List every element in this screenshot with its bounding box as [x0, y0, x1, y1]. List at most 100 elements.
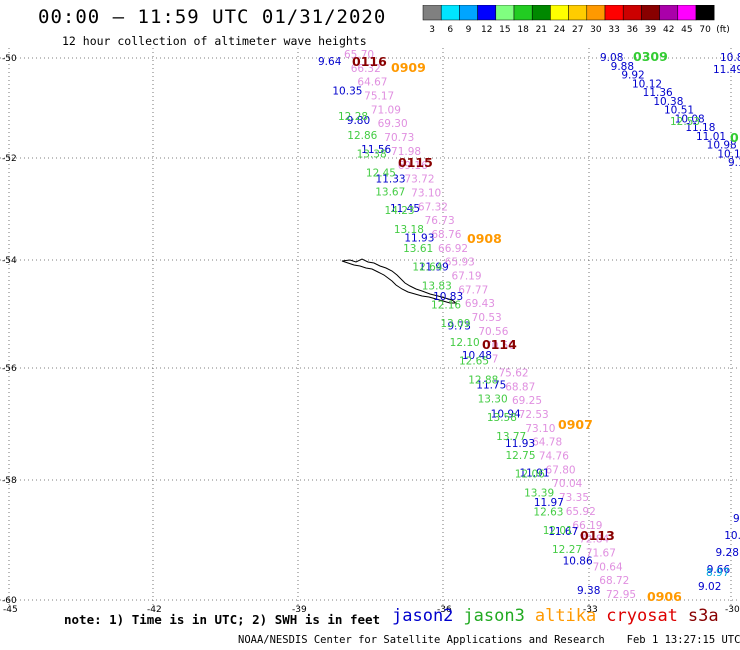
- legend-tick-label: 36: [627, 25, 639, 35]
- swh-value-jason2: 11.36: [643, 87, 673, 99]
- swh-value-altika: 66.92: [438, 243, 468, 255]
- pass-number: 0309: [633, 49, 668, 64]
- swh-value-jason3: 13.83: [422, 280, 452, 292]
- swh-value-altika: 65.92: [566, 506, 596, 518]
- pass-number: 0116: [352, 54, 387, 69]
- swh-value-jason2: 11.91: [519, 467, 549, 479]
- swh-value-jason3: 12.27: [552, 544, 582, 556]
- swh-value-altika: 71.98: [391, 146, 421, 158]
- swh-value-altika: 76.73: [425, 215, 455, 227]
- swh-value-jason2: 10.8: [720, 52, 740, 64]
- latitude-label: -58: [2, 476, 17, 486]
- swh-value-altika: 75.62: [499, 367, 529, 379]
- swh-value-jason2: 9.80: [347, 115, 370, 127]
- swh-value-altika: 69.25: [512, 395, 542, 407]
- swh-value-jason3: 12.45: [366, 167, 396, 179]
- swh-value-altika: 71.09: [371, 104, 401, 116]
- swh-value-jason2: 11.93: [505, 438, 535, 450]
- legend-tick-label: 9: [466, 25, 472, 35]
- swh-value-jason2: 10.4: [724, 530, 740, 542]
- swh-value-jason2: 10.83: [433, 291, 463, 303]
- legend-tick-label: 27: [572, 25, 583, 35]
- satellite-name-jason2: jason2: [392, 606, 454, 626]
- pass-number: 0908: [467, 231, 502, 246]
- swh-value-altika: 73.72: [404, 174, 434, 186]
- swh-value-altika: 67.77: [458, 284, 488, 296]
- swh-value-jason3: 12.16: [431, 299, 461, 311]
- pass-number: 0906: [647, 589, 682, 604]
- swh-value-jason3: 14.23: [385, 205, 415, 217]
- map-title: 00:00 – 11:59 UTC 01/31/2020: [38, 6, 387, 28]
- satellite-name-altika: altika: [534, 606, 597, 626]
- swh-value-jason3: 12.28: [338, 111, 368, 123]
- swh-value-altika: 70.64: [593, 561, 623, 573]
- swh-value-altika: 69.43: [465, 298, 495, 310]
- swh-value-altika: 7: [492, 354, 499, 366]
- swh-value-jason2: 9.73: [448, 321, 471, 333]
- swh-value-jason2: 9.92: [621, 70, 644, 82]
- swh-value-jason2: 9.1: [728, 157, 740, 169]
- swh-value-jason3: 12.63: [533, 506, 563, 518]
- swh-value-jason2: 9: [733, 513, 740, 525]
- longitude-label: -39: [292, 605, 307, 615]
- swh-value-jason2: 10.51: [664, 105, 694, 117]
- swh-value-jason3: 12.06: [515, 469, 545, 481]
- swh-value-jason2: 11.93: [404, 232, 434, 244]
- satellite-name-s3a: s3a: [687, 606, 719, 626]
- swh-value-jason2: 10.12: [632, 78, 662, 90]
- swh-value-jason2: 10.98: [707, 140, 737, 152]
- swh-value-altika: 66.19: [572, 520, 602, 532]
- latitude-label: -60: [2, 596, 17, 606]
- map-subtitle: 12 hour collection of altimeter wave hei…: [62, 34, 367, 48]
- swh-value-jason2: 11.75: [476, 379, 506, 391]
- pass-number: 0114: [482, 337, 517, 352]
- legend-tick-label: 39: [645, 25, 657, 35]
- swh-value-altika: 73.10: [525, 423, 555, 435]
- swh-value-jason3: 13.38: [357, 149, 387, 161]
- swh-value-jason2: 9.64: [318, 56, 342, 68]
- latitude-label: -56: [2, 364, 17, 374]
- swh-value-jason3: 13.61: [403, 243, 433, 255]
- legend-tick-label: 33: [608, 25, 619, 35]
- swh-value-jason2: 10.48: [462, 350, 492, 362]
- swh-value-jason2: 11.33: [376, 174, 406, 186]
- longitude-label: -42: [147, 605, 162, 615]
- longitude-label: -33: [583, 605, 598, 615]
- legend-tick-label: 3: [429, 25, 435, 35]
- swh-value-jason3: 12.10: [450, 337, 480, 349]
- swh-value-altika: 70.04: [552, 478, 582, 490]
- swh-value-altika: 65.93: [445, 257, 475, 269]
- legend-tick-label: 70: [699, 25, 711, 35]
- swh-value-jason3: 12.65: [459, 356, 489, 368]
- legend-tick-label: 45: [681, 25, 692, 35]
- swh-value-jason2: 9.08: [600, 52, 623, 64]
- swh-value-jason2: 11.49: [713, 64, 740, 76]
- swh-value-altika: 67.19: [451, 271, 481, 283]
- swh-value-altika: 70.53: [472, 312, 502, 324]
- units-note: note: 1) Time is in UTC; 2) SWH is in fe…: [64, 612, 381, 627]
- swh-value-jason3: 8.97: [706, 567, 729, 579]
- swh-value-jason2: 10.35: [332, 85, 362, 97]
- swh-value-jason2: 10.38: [653, 96, 683, 108]
- swh-value-jason3: 12.86: [347, 130, 377, 142]
- swh-value-jason2: 10.94: [491, 409, 521, 421]
- swh-value-jason3: 13.09: [440, 318, 470, 330]
- swh-value-altika: 64.78: [532, 437, 562, 449]
- swh-value-altika: 73.35: [559, 492, 589, 504]
- swh-value-jason2: 11.01: [696, 131, 726, 143]
- latitude-label: -52: [2, 154, 17, 164]
- swh-value-jason2: 10.86: [563, 556, 593, 568]
- swh-value-altika: 72.84: [579, 534, 609, 546]
- swh-value-jason2: 9.02: [698, 581, 721, 593]
- swh-value-jason3: 12.64: [412, 262, 442, 274]
- swh-value-jason2: 11.99: [419, 262, 449, 274]
- credit-line: NOAA/NESDIS Center for Satellite Applica…: [238, 634, 740, 646]
- swh-value-altika: 64.67: [357, 77, 387, 89]
- swh-value-jason2: 9.66: [707, 564, 731, 576]
- swh-value-jason2: 10.1: [717, 148, 740, 160]
- satellite-name-jason3: jason3: [463, 606, 525, 626]
- swh-value-altika: 69.16: [398, 160, 428, 172]
- swh-value-altika: 70.73: [384, 132, 414, 144]
- swh-value-jason2: 9.28: [716, 547, 739, 559]
- legend-tick-label: 6: [447, 25, 453, 35]
